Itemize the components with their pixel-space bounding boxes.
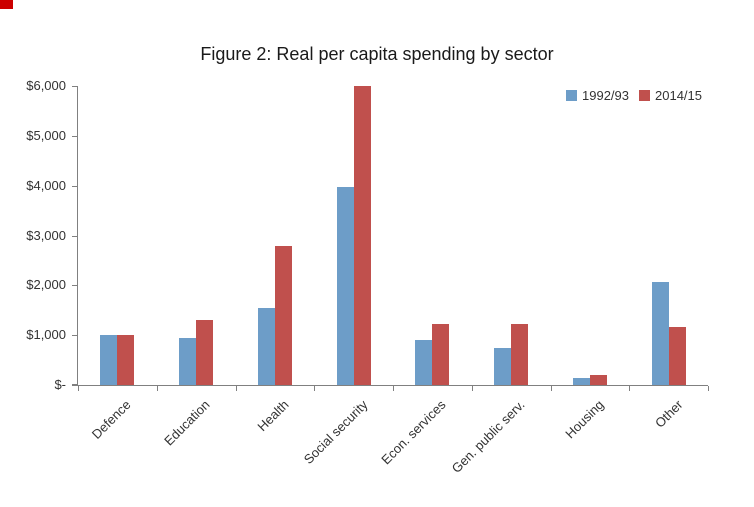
bar xyxy=(100,335,118,385)
y-tick-mark xyxy=(72,86,77,87)
bar xyxy=(432,323,450,385)
bar xyxy=(572,377,590,385)
corner-mark xyxy=(0,0,13,9)
bar xyxy=(179,337,197,385)
x-category-label: Other xyxy=(651,397,686,431)
bar xyxy=(257,307,275,385)
legend-swatch-icon xyxy=(639,90,650,101)
x-tick-mark xyxy=(471,386,473,391)
y-tick-label: $2,000 xyxy=(26,277,66,293)
y-axis-line xyxy=(77,86,78,385)
x-tick-mark xyxy=(78,386,79,391)
y-tick-label: $3,000 xyxy=(26,227,66,243)
x-tick-mark xyxy=(235,386,237,391)
bar xyxy=(651,282,669,385)
bar xyxy=(274,246,292,385)
bar xyxy=(589,375,607,385)
y-tick-label: $4,000 xyxy=(26,177,66,193)
x-tick-mark xyxy=(156,386,158,391)
y-tick-label: $6,000 xyxy=(26,78,66,93)
plot-area: 1992/93 2014/15 $- $1,000 $2,000 $3,000 $4,00… xyxy=(26,78,709,476)
x-tick-mark xyxy=(629,386,631,391)
y-tick-label: $- xyxy=(54,377,66,392)
x-tick-mark xyxy=(708,386,709,391)
bar xyxy=(353,86,371,385)
bar xyxy=(117,335,135,385)
bar xyxy=(668,327,686,385)
bar xyxy=(336,187,354,385)
legend-item: 1992/93 xyxy=(566,88,629,103)
x-tick-mark xyxy=(393,386,394,391)
y-tick-mark xyxy=(72,335,77,337)
legend-item: 2014/15 xyxy=(639,88,702,103)
legend-swatch-icon xyxy=(566,90,577,101)
legend-label: 2014/15 xyxy=(655,88,702,103)
chart-title: Figure 2: Real per capita spending by se… xyxy=(200,44,554,64)
y-tick-mark xyxy=(72,185,77,187)
y-tick-mark xyxy=(72,384,77,385)
y-tick-mark xyxy=(72,285,77,287)
y-tick-label: $5,000 xyxy=(26,127,66,143)
y-tick-mark xyxy=(72,135,77,137)
y-tick-label: $1,000 xyxy=(26,327,66,343)
bar xyxy=(415,340,433,385)
y-tick-mark xyxy=(72,235,77,237)
x-axis-line xyxy=(72,385,708,386)
legend: 1992/93 2014/15 xyxy=(566,88,702,103)
x-tick-mark xyxy=(314,386,316,391)
bar xyxy=(511,323,529,385)
x-tick-mark xyxy=(550,386,552,391)
bar xyxy=(196,320,214,385)
bar xyxy=(494,347,512,385)
legend-label: 1992/93 xyxy=(582,88,629,103)
